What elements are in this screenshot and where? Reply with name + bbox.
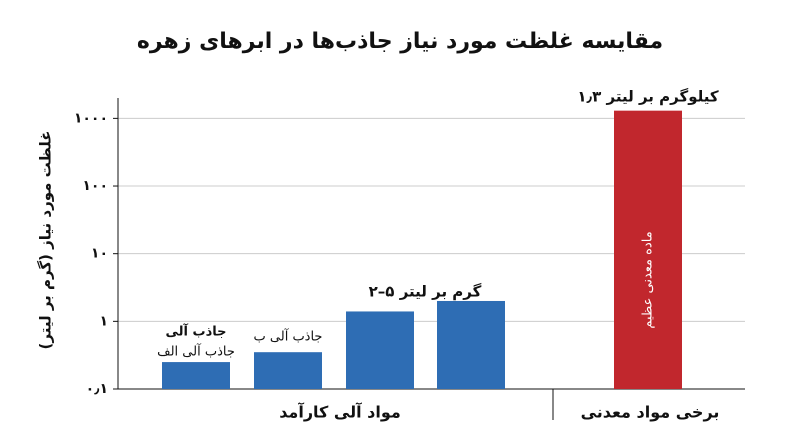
chart-title: مقایسه غلظت مورد نیاز جاذب‌ها در ابرهای … [137,29,663,54]
group-label: مواد آلی کارآمد [279,402,401,422]
annotation: جاذب آلی [165,323,226,340]
bar [162,362,230,389]
y-tick-label: ۱۰۰۰ [74,110,108,126]
bar [614,110,682,389]
bar-label: جاذب آلی ب [254,328,323,345]
bar-label: ماده معدنی عظیم [641,231,656,328]
bar-label: جاذب آلی الف [157,343,235,360]
y-axis-label: غلظت مورد نیاز (گرم بر لیتر) [37,131,55,350]
group-label: برخی مواد معدنی [581,403,720,422]
annotation: ۱٫۳ کیلوگرم بر لیتر [577,88,718,106]
bar [254,352,322,389]
y-tick-label: ۰٫۱ [86,381,108,397]
y-tick-label: ۱ [99,313,108,329]
bar [346,311,414,389]
y-tick-label: ۱۰۰ [82,178,108,194]
annotation: ۲–۵ گرم بر لیتر [369,283,482,301]
y-tick-label: ۱۰ [91,246,108,262]
bar [437,300,505,389]
